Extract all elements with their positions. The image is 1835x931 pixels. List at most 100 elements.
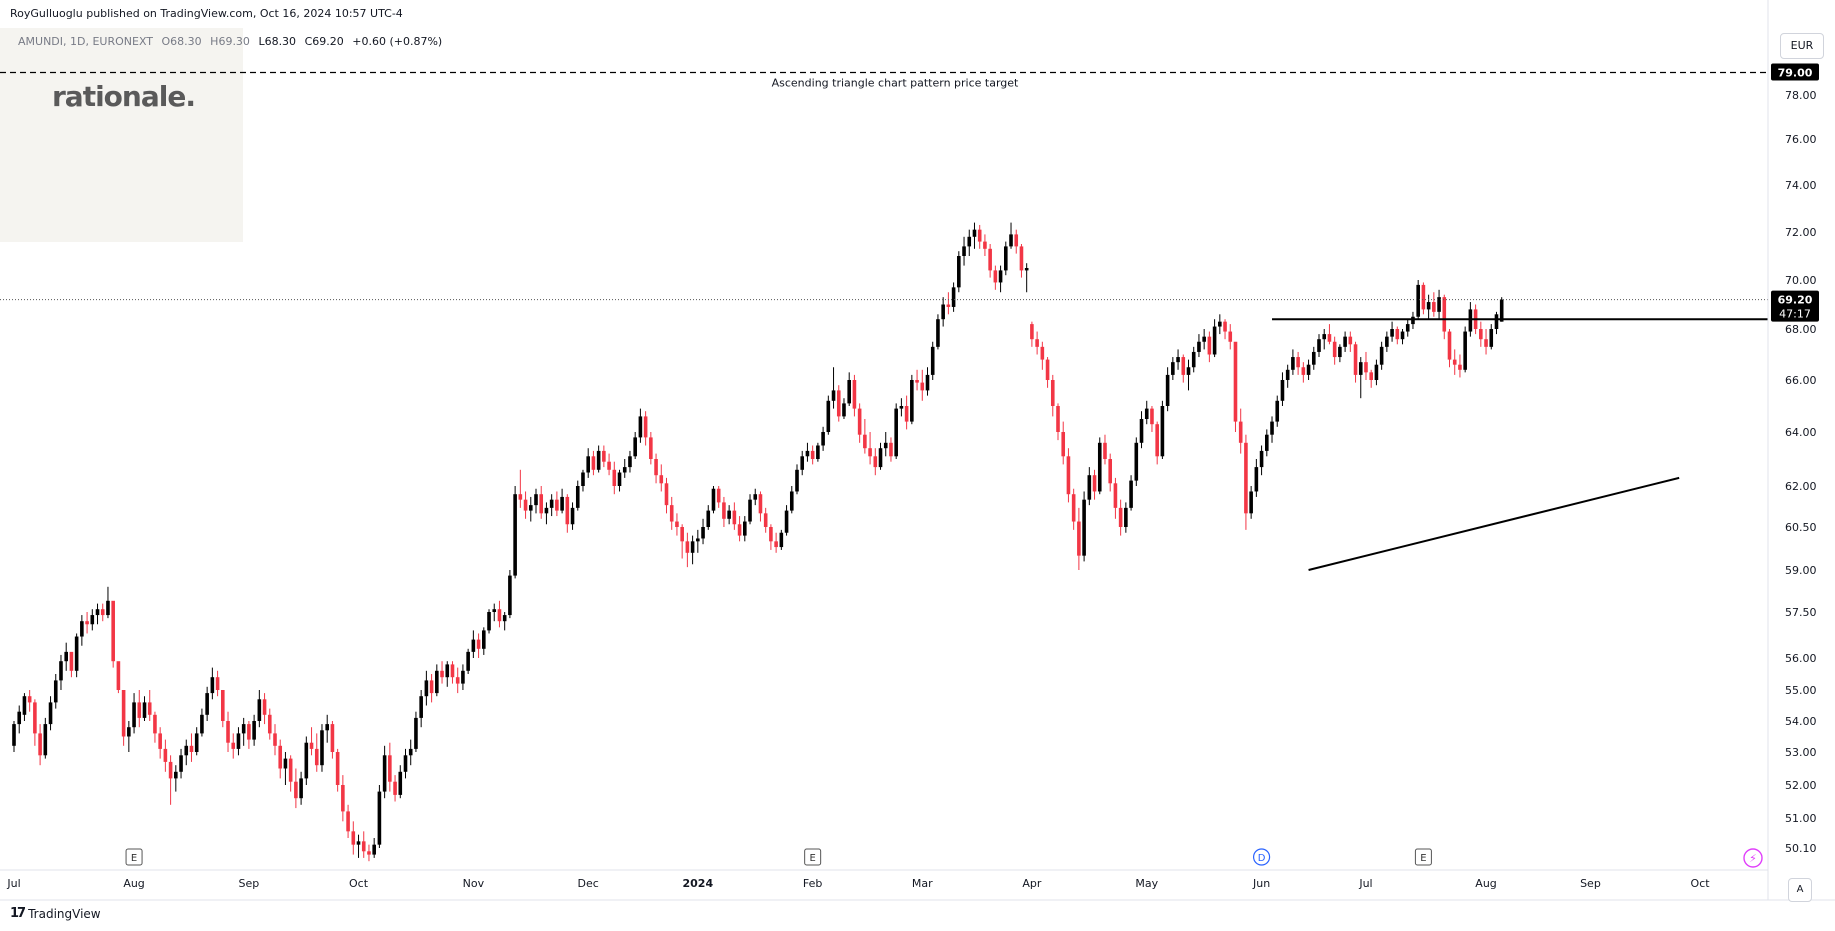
candle-body: [889, 442, 893, 457]
x-tick-label: Oct: [1691, 877, 1711, 890]
candle-body: [372, 844, 376, 855]
candle-body: [111, 600, 115, 662]
candle-body: [1103, 442, 1107, 459]
currency-button[interactable]: EUR: [1780, 33, 1824, 59]
candle-body: [356, 841, 361, 845]
candle-body: [90, 615, 95, 625]
candle-body: [1395, 329, 1400, 340]
candle-body: [132, 702, 136, 728]
candle-body: [1124, 507, 1128, 527]
candle-body: [1202, 336, 1206, 342]
candle-body: [810, 450, 815, 459]
earnings-marker: [125, 848, 143, 866]
y-tick-label: 76.00: [1785, 133, 1817, 146]
x-tick-label: Sep: [1580, 877, 1601, 890]
candle-body: [1223, 321, 1227, 332]
x-tick-label: Jun: [1252, 877, 1270, 890]
y-tick-label: 74.00: [1785, 179, 1817, 192]
candle-body: [1071, 494, 1076, 522]
y-tick-label: 59.00: [1785, 564, 1817, 577]
candle-body: [711, 488, 716, 511]
candle-body: [299, 778, 303, 799]
candle-body: [1207, 336, 1212, 355]
candle-body: [1426, 302, 1431, 310]
candle-body: [1301, 367, 1306, 375]
candle-body: [534, 494, 538, 506]
candle-body: [1348, 336, 1353, 345]
candle-body: [570, 507, 575, 525]
candle-body: [957, 256, 961, 288]
candle-body: [377, 791, 382, 845]
dividend-marker-label: D: [1258, 853, 1266, 864]
candle-body: [946, 304, 951, 307]
candle-body: [1364, 362, 1368, 373]
candle-body: [1004, 246, 1008, 271]
candle-body: [273, 733, 277, 746]
candle-body: [523, 499, 528, 511]
candle-body: [1285, 369, 1290, 380]
candle-body: [1291, 357, 1295, 370]
candle-body: [1024, 268, 1029, 271]
candle-body: [643, 416, 648, 438]
candle-body: [17, 711, 22, 725]
candle-body: [95, 609, 100, 616]
candle-body: [262, 699, 267, 715]
candle-body: [1484, 339, 1488, 347]
candle-body: [690, 541, 695, 553]
candle-body: [419, 696, 423, 718]
candle-body: [962, 246, 966, 256]
candle-body: [189, 745, 194, 752]
candle-body: [1165, 374, 1170, 406]
candle-body: [763, 513, 768, 527]
candle-body: [1405, 324, 1410, 332]
candle-body: [1322, 334, 1327, 340]
candle-body: [215, 677, 220, 690]
y-tick-label: 54.00: [1785, 715, 1817, 728]
auto-scale-button[interactable]: A: [1788, 878, 1812, 902]
symbol-name[interactable]: AMUNDI, 1D, EURONEXT: [18, 35, 154, 48]
candle-body: [408, 748, 413, 756]
candle-body: [466, 651, 470, 671]
candle-body: [1468, 309, 1473, 332]
candle-body: [100, 609, 105, 616]
candle-body: [669, 505, 674, 522]
y-tick-label: 56.00: [1785, 652, 1817, 665]
candle-body: [231, 742, 236, 749]
candle-body: [461, 670, 465, 684]
candle-body: [69, 651, 74, 671]
x-tick-label: Aug: [123, 877, 144, 890]
candle-body: [1228, 331, 1233, 342]
candle-body: [696, 538, 700, 542]
logo-text: rationale.: [52, 80, 196, 113]
footer-brand[interactable]: 17 TradingView: [10, 906, 101, 921]
earnings-marker-label: E: [131, 853, 137, 864]
y-tick-label: 55.00: [1785, 684, 1817, 697]
candle-body: [1447, 331, 1452, 360]
candle-body: [194, 733, 199, 752]
candle-body: [153, 714, 157, 734]
candle-body: [1479, 329, 1483, 340]
candle-body: [1416, 284, 1420, 317]
candle-body: [424, 680, 429, 697]
candle-body: [435, 670, 439, 694]
candle-body: [789, 491, 794, 511]
candle-body: [1176, 357, 1180, 363]
candle-body: [915, 380, 919, 383]
candle-body: [983, 241, 987, 249]
candle-body: [351, 831, 356, 845]
candle-body: [1019, 246, 1024, 271]
candle-body: [560, 496, 564, 511]
candle-body: [471, 639, 476, 652]
symbol-legend[interactable]: AMUNDI, 1D, EURONEXT O68.30 H69.30 L68.3…: [18, 35, 447, 48]
candle-body: [727, 510, 731, 519]
candle-body: [795, 469, 799, 492]
candle-body: [1238, 421, 1243, 443]
candle-body: [831, 390, 836, 401]
candle-body: [638, 416, 643, 438]
candle-body: [450, 664, 455, 678]
candle-body: [607, 461, 611, 470]
candle-body: [241, 724, 246, 734]
candle-body: [836, 390, 841, 417]
candle-body: [1458, 364, 1462, 370]
